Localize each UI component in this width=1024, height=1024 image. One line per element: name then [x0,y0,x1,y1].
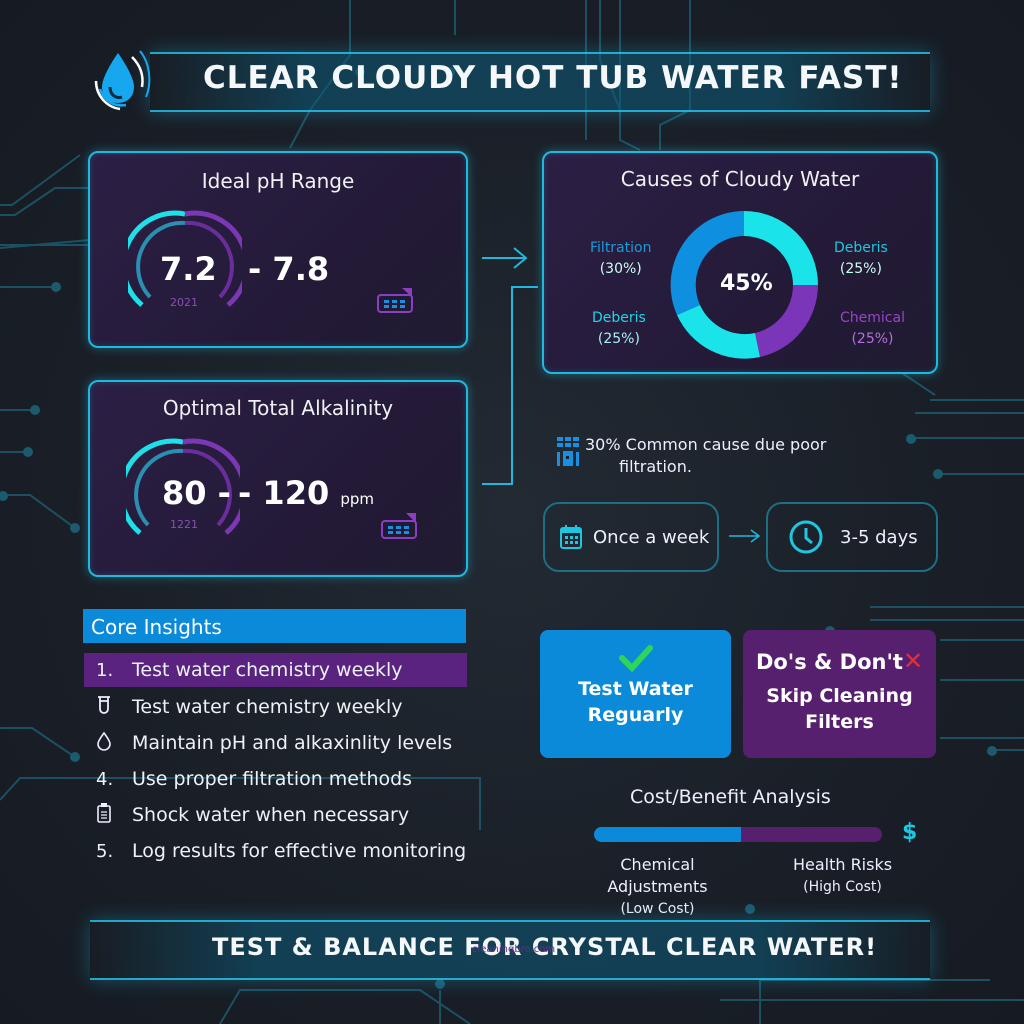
footer-banner [90,920,930,980]
x-mark-icon: ✕ [902,647,924,675]
insight-item: Test water chemistry weekly [84,690,467,724]
duration-pill: 3-5 days [766,502,938,572]
insight-text: Log results for effective monitoring [132,840,467,862]
legend-deberis-bottom: Deberis (25%) [592,308,646,350]
dont-tile: Do's & Don't✕ Skip Cleaning Filters [743,630,936,758]
causes-donut-chart [670,211,818,359]
dont-text-line-2: Filters [805,711,874,733]
legend-deberis-top-value: (25%) [839,261,882,277]
cost-benefit-bar-low [594,827,741,842]
frequency-pill: Once a week [543,502,719,572]
insight-text: Use proper filtration methods [132,768,413,790]
legend-filtration-name: Filtration [590,240,652,256]
ph-gauge-caption: 2021 [170,296,198,309]
note-line-1: 30% Common cause due poor [585,435,827,454]
donut-center-label: 45% [720,271,773,296]
do-tile: Test Water Reguarly [540,630,731,758]
test-kit-icon [377,288,413,313]
water-drop-icon [94,50,151,111]
legend-chemical: Chemical (25%) [840,308,905,350]
alkalinity-low-value: 80 - [162,474,231,512]
note-text: 30% Common cause due poor filtration. [585,434,826,478]
right-sub: (High Cost) [803,879,882,895]
legend-deberis-bottom-name: Deberis [592,310,646,326]
arrow-right-icon [729,529,761,543]
left-sub: (Low Cost) [620,901,695,917]
alkalinity-high-value: - 120 ppm [238,474,374,512]
insight-text: Maintain pH and alkaxinlity levels [132,732,453,754]
do-text-line-2: Reguarly [587,704,684,726]
test-kit-icon [381,513,417,539]
legend-chemical-value: (25%) [851,331,894,347]
checkmark-icon [618,645,653,672]
alkalinity-gauge-caption: 1221 [170,518,198,531]
building-icon [557,437,579,466]
alkalinity-card-title: Optimal Total Alkalinity [162,396,394,420]
dont-heading-row: Do's & Don't✕ [743,648,936,675]
legend-chemical-name: Chemical [840,310,905,326]
alkalinity-high-number: - 120 [238,474,330,512]
cost-benefit-title: Cost/Benefit Analysis [630,786,831,808]
insight-item: 5. Log results for effective monitoring [84,834,467,868]
cost-benefit-right: Health Risks (High Cost) [785,854,900,898]
cost-benefit-left: Chemical Adjustments (Low Cost) [570,854,745,920]
ph-gauge [128,210,242,307]
insight-item: 4. Use proper filtration methods [84,762,467,796]
right-label: Health Risks [792,855,893,874]
causes-card: Causes of Cloudy Water 45% Filtration (3… [542,151,938,374]
insight-number: 5. [96,840,114,862]
ph-card-title: Ideal pH Range [201,169,355,193]
insight-number: 4. [96,768,114,790]
left-label: Chemical Adjustments [607,855,708,896]
header-banner [150,52,930,112]
insight-text: Shock water when necessary [132,804,410,826]
ph-high-value: - 7.8 [248,250,330,288]
watermark: cleaningbro.com [472,944,556,955]
alkalinity-gauge [126,438,240,535]
dont-text-line-1: Skip Cleaning [766,685,913,707]
insight-number: 1. [96,659,114,681]
legend-filtration-value: (30%) [599,261,642,277]
alkalinity-unit: ppm [340,490,375,508]
test-tube-icon [84,695,132,720]
alkalinity-card: Optimal Total Alkalinity 80 - - 120 ppm … [88,380,468,577]
legend-filtration: Filtration (30%) [590,238,651,280]
insight-item: Maintain pH and alkaxinlity levels [84,726,467,760]
footer-title: TEST & BALANCE FOR CRYSTAL CLEAR WATER! [212,933,878,961]
insight-text: Test water chemistry weekly [132,696,403,718]
core-insights-header: Core Insights [83,609,466,643]
clipboard-icon [84,802,132,829]
cost-benefit-bar [594,827,882,842]
legend-deberis-top: Deberis (25%) [834,238,888,280]
legend-deberis-bottom-value: (25%) [597,331,640,347]
causes-card-title: Causes of Cloudy Water [620,167,860,191]
frequency-text: Once a week [593,526,710,548]
duration-text: 3-5 days [840,526,918,548]
page-title: CLEAR CLOUDY HOT TUB WATER FAST! [203,60,903,96]
legend-deberis-top-name: Deberis [834,240,888,256]
note-line-2: filtration. [619,457,692,476]
drop-icon [84,731,132,756]
dos-donts-heading: Do's & Don't [755,650,903,674]
do-text-line-1: Test Water [578,678,693,700]
insight-text: Test water chemistry weekly [132,659,403,681]
insight-item: 1. Test water chemistry weekly [84,653,467,687]
ph-low-value: 7.2 [160,250,217,288]
ph-range-card: Ideal pH Range 7.2 - 7.8 2021 [88,151,468,348]
clock-icon [789,520,823,554]
card-connectors [482,247,538,485]
insight-item: Shock water when necessary [84,798,467,832]
calendar-icon [560,525,582,549]
dollar-icon: $ [902,820,918,845]
